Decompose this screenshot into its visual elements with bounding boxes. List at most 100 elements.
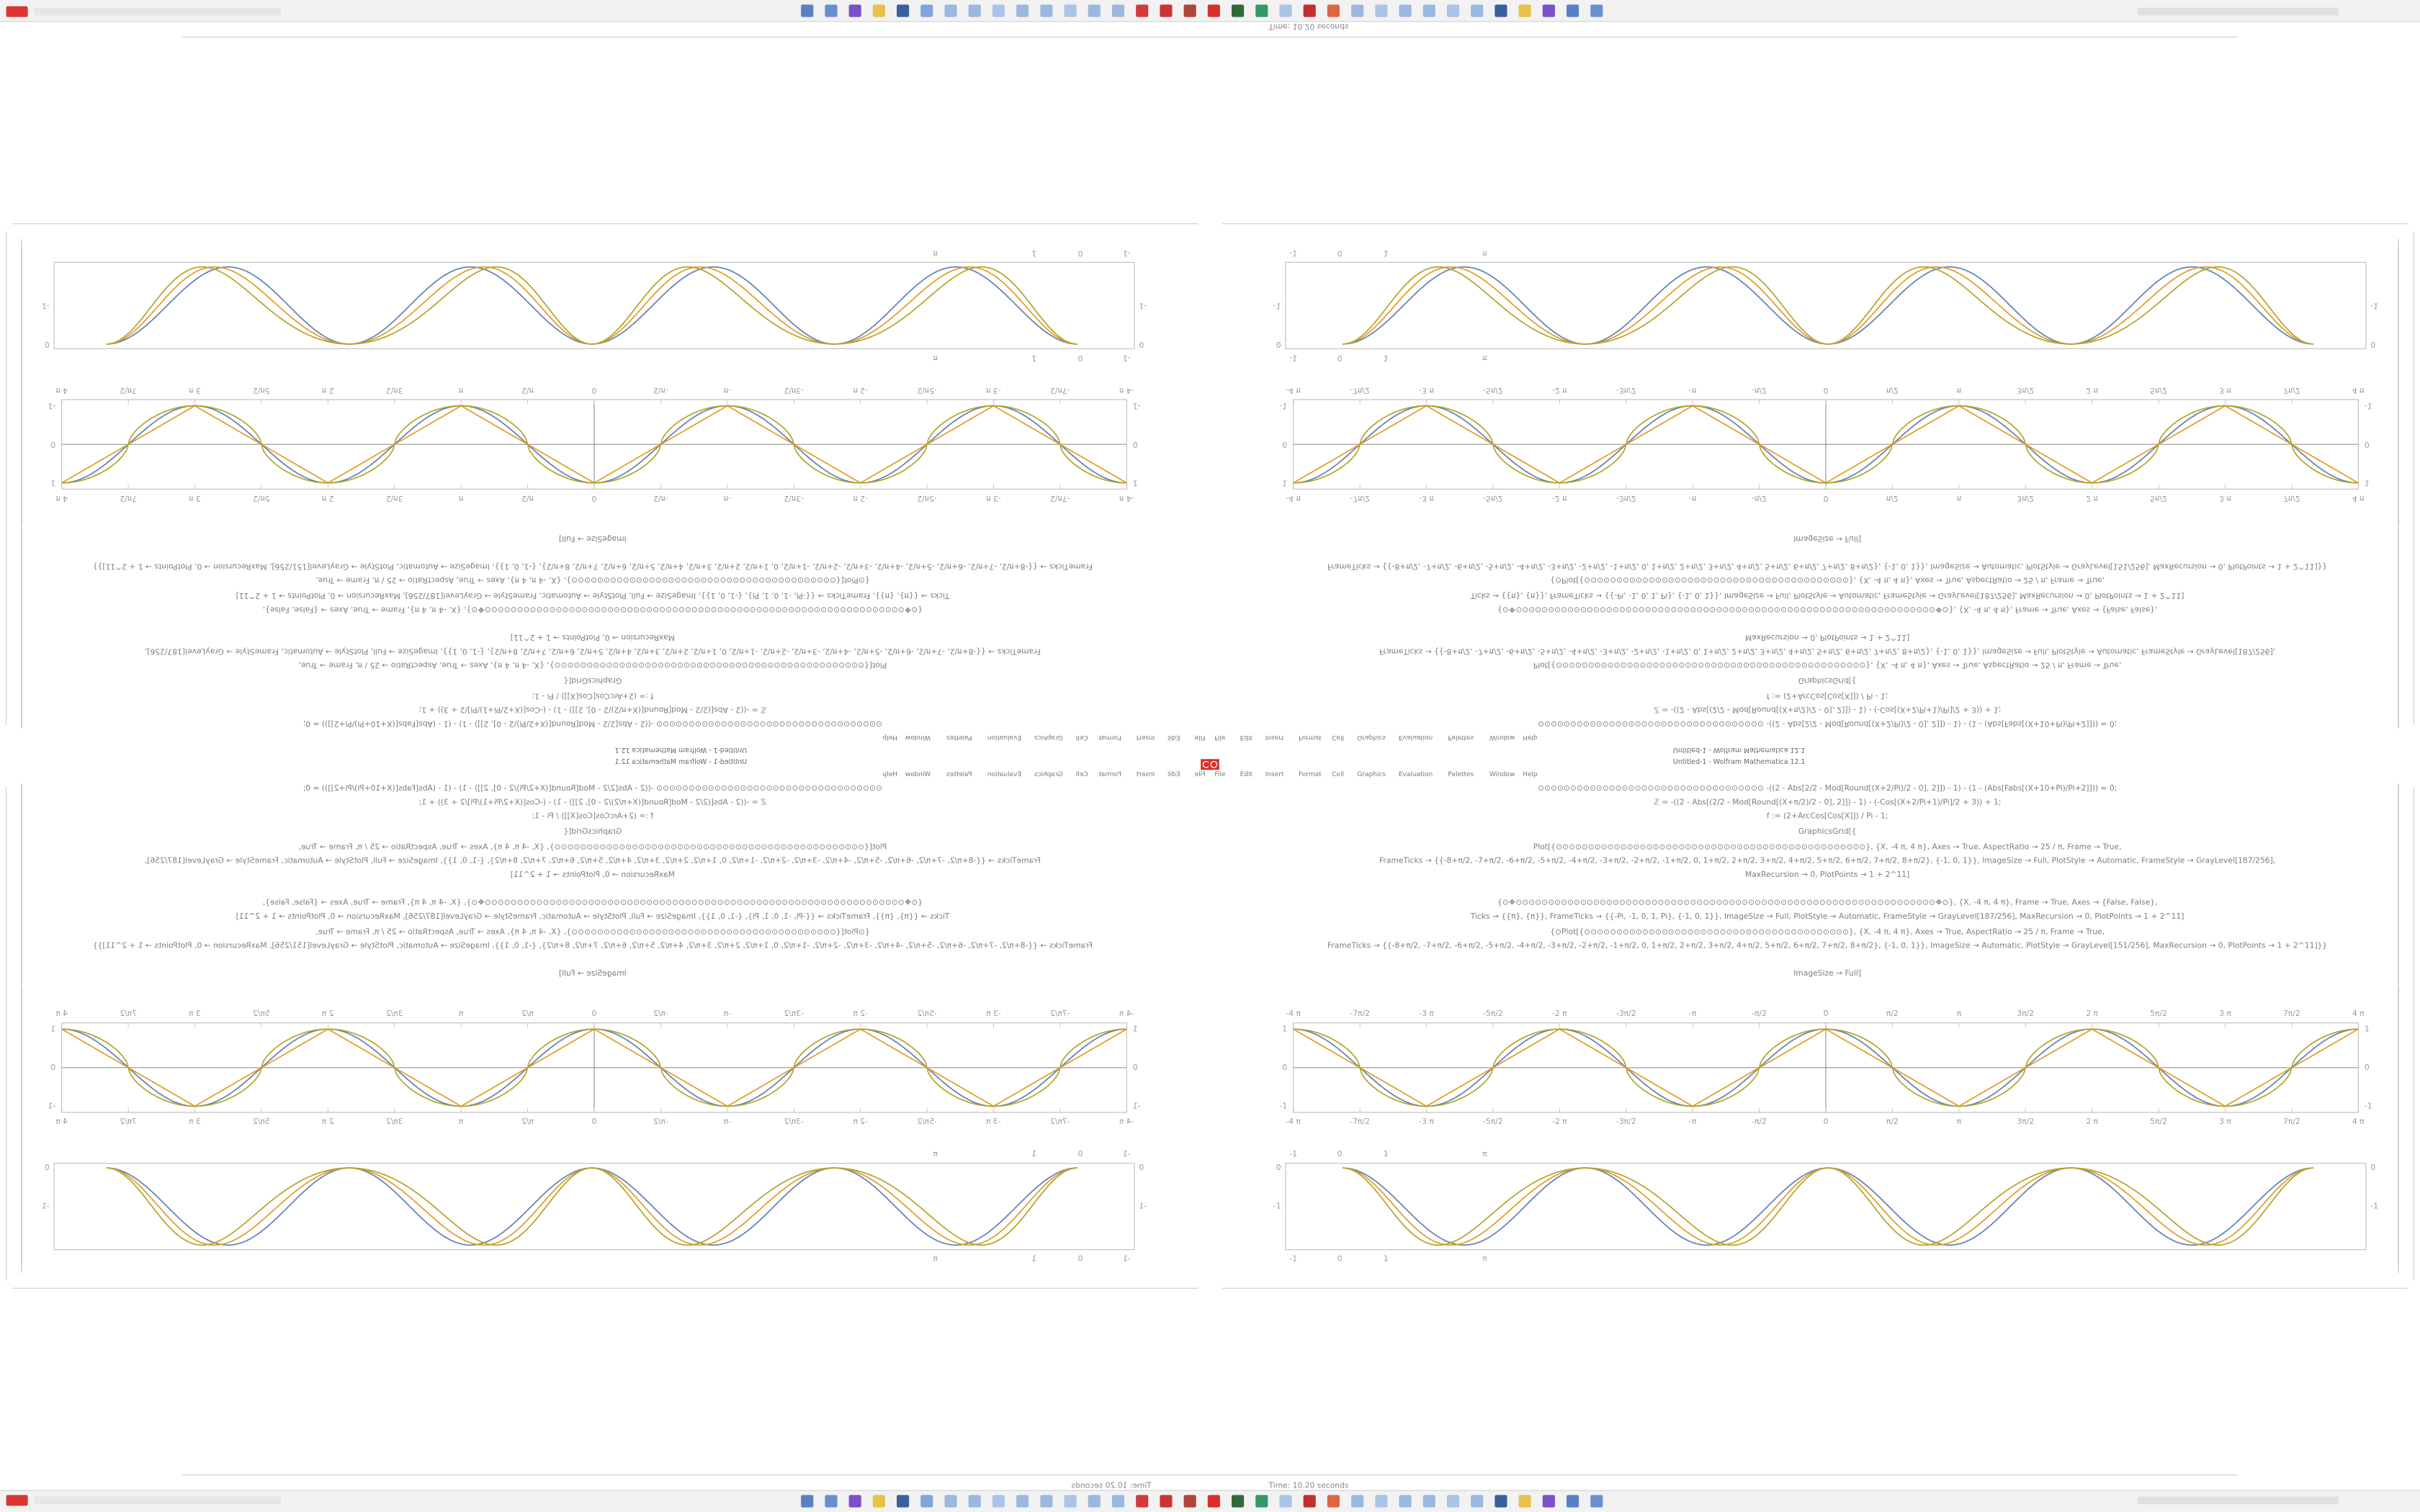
- taskbar-icon[interactable]: [968, 4, 981, 17]
- menu-item[interactable]: Insert: [1265, 734, 1284, 741]
- menu-item[interactable]: Window: [905, 734, 931, 741]
- menu-item[interactable]: File: [1214, 734, 1226, 741]
- taskbar-icon[interactable]: [825, 4, 838, 17]
- menu-item[interactable]: File: [1194, 771, 1206, 778]
- menu-item[interactable]: Cell: [1076, 771, 1088, 778]
- taskbar-icon[interactable]: [1183, 4, 1196, 17]
- menu-item[interactable]: Palettes: [946, 734, 972, 741]
- menu-item[interactable]: Insert: [1265, 771, 1284, 778]
- menu-item[interactable]: Graphics: [1357, 734, 1386, 741]
- taskbar-icon[interactable]: [1064, 1495, 1077, 1508]
- taskbar-icon[interactable]: [1279, 1495, 1292, 1508]
- taskbar-icon[interactable]: [1399, 1495, 1412, 1508]
- taskbar-icon[interactable]: [1303, 1495, 1316, 1508]
- taskbar-icon[interactable]: [1136, 1495, 1149, 1508]
- menu-item[interactable]: Insert: [1136, 771, 1155, 778]
- taskbar-icon[interactable]: [1111, 4, 1125, 17]
- menu-item[interactable]: Format: [1299, 771, 1322, 778]
- window-button[interactable]: [1208, 759, 1219, 770]
- taskbar-icon[interactable]: [1494, 1495, 1507, 1508]
- taskbar-icon[interactable]: [848, 4, 861, 17]
- taskbar-icon[interactable]: [1207, 1495, 1220, 1508]
- menu-item[interactable]: Cell: [1332, 771, 1344, 778]
- taskbar-icon[interactable]: [992, 1495, 1005, 1508]
- start-button[interactable]: [6, 1495, 28, 1506]
- menu-item[interactable]: Insert: [1136, 734, 1155, 741]
- menu-item[interactable]: Palettes: [1448, 734, 1474, 741]
- menu-item[interactable]: Evaluation: [1399, 771, 1433, 778]
- menu-item[interactable]: Graphics: [1357, 771, 1386, 778]
- taskbar-icon[interactable]: [920, 1495, 933, 1508]
- taskbar-icon[interactable]: [944, 4, 957, 17]
- taskbar-icon[interactable]: [1494, 4, 1507, 17]
- taskbar-icon[interactable]: [1232, 4, 1245, 17]
- taskbar-icon[interactable]: [1111, 1495, 1125, 1508]
- taskbar-icon[interactable]: [992, 4, 1005, 17]
- taskbar-icon[interactable]: [1590, 1495, 1603, 1508]
- menu-item[interactable]: Graphics: [1034, 734, 1063, 741]
- taskbar-icon[interactable]: [1567, 4, 1579, 17]
- taskbar-icon[interactable]: [1590, 4, 1603, 17]
- taskbar-icon[interactable]: [1518, 1495, 1531, 1508]
- taskbar-icon[interactable]: [1016, 1495, 1029, 1508]
- taskbar-icon[interactable]: [825, 1495, 838, 1508]
- menu-item[interactable]: Palettes: [1448, 771, 1474, 778]
- menu-item[interactable]: Edit: [1168, 771, 1180, 778]
- menu-item[interactable]: Help: [1523, 771, 1538, 778]
- menu-item[interactable]: Window: [1489, 771, 1515, 778]
- taskbar-icon[interactable]: [1375, 4, 1388, 17]
- menu-item[interactable]: Evaluation: [987, 734, 1021, 741]
- menu-item[interactable]: Palettes: [946, 771, 972, 778]
- taskbar-icon[interactable]: [1255, 1495, 1268, 1508]
- menu-item[interactable]: File: [1214, 771, 1226, 778]
- taskbar-icon[interactable]: [1088, 1495, 1101, 1508]
- menu-item[interactable]: Edit: [1168, 734, 1180, 741]
- taskbar-icon[interactable]: [872, 1495, 885, 1508]
- taskbar-icon[interactable]: [1471, 1495, 1484, 1508]
- menu-item[interactable]: Evaluation: [1399, 734, 1433, 741]
- taskbar-icon[interactable]: [1471, 4, 1484, 17]
- taskbar-icon[interactable]: [872, 4, 885, 17]
- taskbar-icon[interactable]: [1088, 4, 1101, 17]
- taskbar-icon[interactable]: [944, 1495, 957, 1508]
- menu-item[interactable]: Graphics: [1034, 771, 1063, 778]
- taskbar-icon[interactable]: [1160, 4, 1173, 17]
- menu-item[interactable]: Help: [1523, 734, 1538, 741]
- taskbar-icon[interactable]: [1351, 1495, 1364, 1508]
- start-button[interactable]: [6, 6, 28, 17]
- menu-item[interactable]: Window: [905, 771, 931, 778]
- taskbar-icon[interactable]: [1064, 4, 1077, 17]
- menu-item[interactable]: Cell: [1332, 734, 1344, 741]
- taskbar-icon[interactable]: [1351, 4, 1364, 17]
- menu-item[interactable]: Window: [1489, 734, 1515, 741]
- taskbar-icon[interactable]: [1446, 4, 1460, 17]
- taskbar-icon[interactable]: [1518, 4, 1531, 17]
- taskbar-icon[interactable]: [1232, 1495, 1245, 1508]
- taskbar-icon[interactable]: [1375, 1495, 1388, 1508]
- menu-item[interactable]: Evaluation: [987, 771, 1021, 778]
- menu-item[interactable]: Edit: [1240, 771, 1253, 778]
- taskbar-icon[interactable]: [920, 4, 933, 17]
- taskbar-icon[interactable]: [968, 1495, 981, 1508]
- taskbar-icon[interactable]: [801, 4, 814, 17]
- menu-item[interactable]: Format: [1098, 734, 1121, 741]
- taskbar-icon[interactable]: [1399, 4, 1412, 17]
- taskbar-icon[interactable]: [1446, 1495, 1460, 1508]
- taskbar-icon[interactable]: [897, 1495, 910, 1508]
- taskbar-icon[interactable]: [1040, 1495, 1053, 1508]
- menu-item[interactable]: Format: [1299, 734, 1322, 741]
- taskbar-icon[interactable]: [1016, 4, 1029, 17]
- taskbar-icon[interactable]: [1327, 1495, 1340, 1508]
- taskbar-icon[interactable]: [1160, 1495, 1173, 1508]
- menu-item[interactable]: Cell: [1076, 734, 1088, 741]
- taskbar-icon[interactable]: [848, 1495, 861, 1508]
- taskbar-icon[interactable]: [1303, 4, 1316, 17]
- menu-item[interactable]: Help: [882, 734, 897, 741]
- menu-item[interactable]: Format: [1098, 771, 1121, 778]
- menu-item[interactable]: Help: [882, 771, 897, 778]
- taskbar-icon[interactable]: [1422, 1495, 1435, 1508]
- taskbar-icon[interactable]: [1183, 1495, 1196, 1508]
- menu-item[interactable]: Edit: [1240, 734, 1253, 741]
- taskbar-icon[interactable]: [897, 4, 910, 17]
- taskbar-icon[interactable]: [1567, 1495, 1579, 1508]
